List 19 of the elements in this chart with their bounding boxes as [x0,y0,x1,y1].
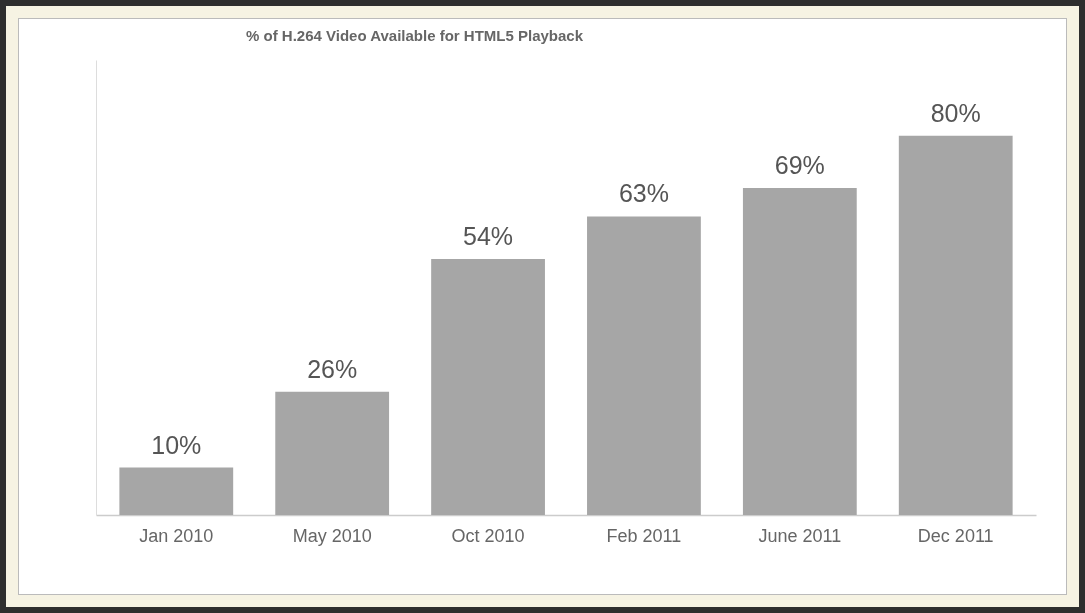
data-label: 26% [307,354,358,383]
data-label: 54% [463,222,514,251]
bar [742,187,857,515]
bar [898,135,1013,515]
bar [431,259,545,515]
x-tick-label: Dec 2011 [917,525,994,546]
data-label: 80% [930,98,981,127]
chart-title: % of H.264 Video Available for HTML5 Playback [246,27,584,44]
bar [587,216,701,515]
x-tick-label: June 2011 [758,525,842,546]
bar [119,467,234,515]
x-tick-label: May 2010 [292,525,372,546]
x-tick-label: Jan 2010 [139,525,214,546]
data-label: 69% [774,150,825,179]
data-label: 63% [618,179,669,208]
x-tick-label: Feb 2011 [606,525,682,546]
data-label: 10% [151,430,202,459]
bar [275,391,390,515]
x-tick-label: Oct 2010 [451,525,525,546]
